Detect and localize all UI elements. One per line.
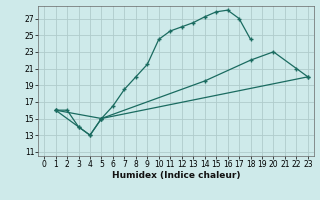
X-axis label: Humidex (Indice chaleur): Humidex (Indice chaleur) bbox=[112, 171, 240, 180]
